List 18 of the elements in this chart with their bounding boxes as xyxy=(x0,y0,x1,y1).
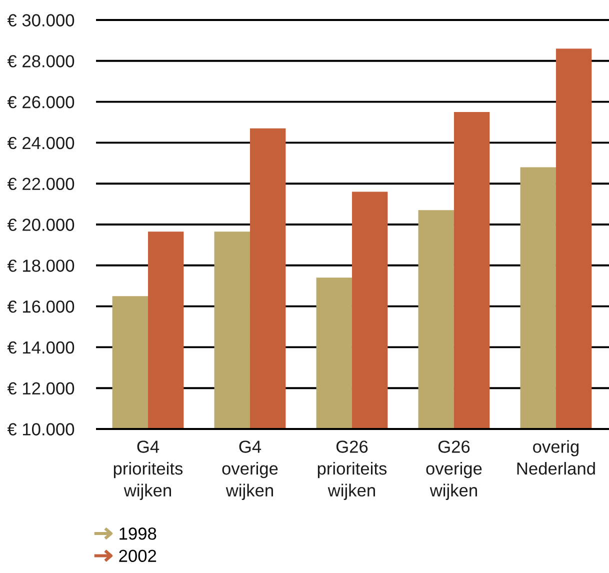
y-tick-label: € 26.000 xyxy=(7,96,74,108)
x-tick-label: G4 overige wijken xyxy=(222,440,278,500)
y-tick-label: € 16.000 xyxy=(7,300,74,313)
y-tick-label: € 18.000 xyxy=(7,260,74,272)
y-tick-label: € 30.000 xyxy=(7,14,74,26)
y-tick-label: € 12.000 xyxy=(7,382,74,395)
y-tick-label: € 10.000 xyxy=(7,423,74,436)
y-tick-label: € 28.000 xyxy=(7,55,74,68)
x-tick-label: G26 prioriteits wijken xyxy=(318,440,387,500)
y-tick-label: € 20.000 xyxy=(7,218,74,231)
y-tick-label: € 22.000 xyxy=(7,178,74,190)
y-tick-label: € 24.000 xyxy=(7,136,74,150)
legend-label: 2002 xyxy=(119,550,156,562)
y-tick-label: € 14.000 xyxy=(7,341,74,354)
x-tick-label: overig Nederland xyxy=(517,440,595,475)
x-tick-label: G26 overige wijken xyxy=(426,440,482,500)
x-tick-label: G4 prioriteits wijken xyxy=(114,440,183,500)
legend-label: 1998 xyxy=(120,527,156,540)
